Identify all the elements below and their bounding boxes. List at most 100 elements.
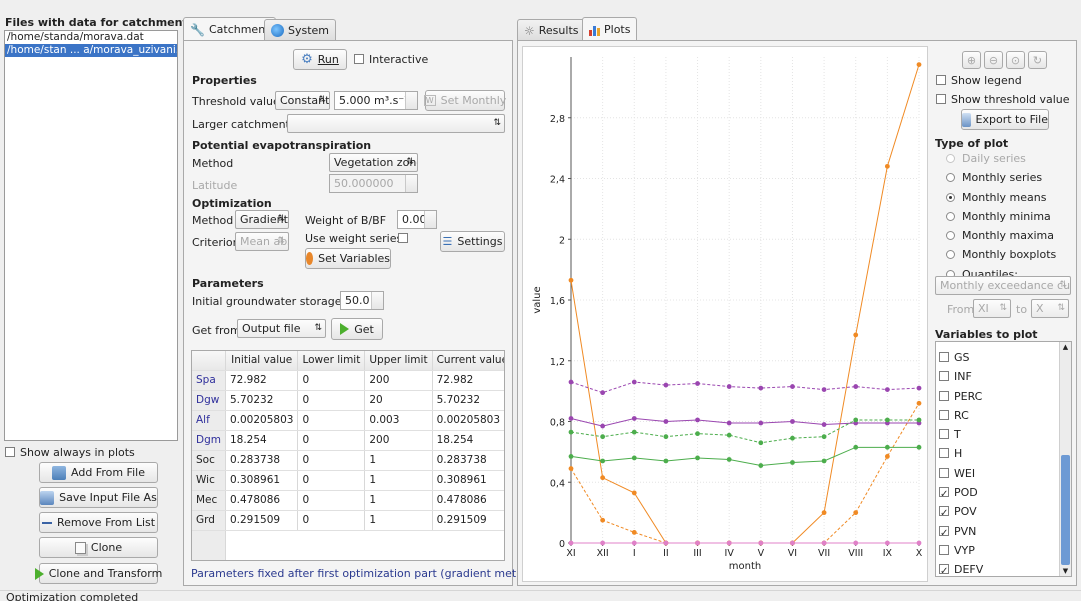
clone-and-transform-button[interactable]: Clone and Transform bbox=[34, 563, 162, 584]
show-always-checkbox[interactable]: Show always in plots bbox=[5, 446, 135, 459]
variable-checkbox[interactable]: DEFV bbox=[939, 560, 1057, 576]
col-header-lower[interactable]: Lower limit bbox=[297, 351, 366, 371]
variable-checkbox[interactable]: PERC bbox=[939, 387, 1057, 406]
cell-upper-limit[interactable]: 1 bbox=[364, 450, 433, 471]
weight-spinbox[interactable]: 0.00 bbox=[397, 210, 437, 229]
export-to-file-button[interactable]: Export to File bbox=[961, 109, 1049, 130]
cell-initial-value[interactable]: 18.254 bbox=[225, 430, 299, 451]
variables-list[interactable]: GS INF PERC RC TH WEI POD POV PVN VYP DEFV ▲ ▼ bbox=[935, 341, 1072, 577]
show-legend-checkbox[interactable]: Show legend bbox=[936, 74, 1022, 87]
cell-current-value[interactable]: 0.478086 bbox=[432, 490, 504, 511]
cell-initial-value[interactable]: 72.982 bbox=[225, 370, 299, 391]
col-header-initial[interactable]: Initial value bbox=[225, 351, 299, 371]
get-from-select[interactable]: Output file bbox=[237, 319, 326, 338]
cell-initial-value[interactable]: 0.283738 bbox=[225, 450, 299, 471]
row-header-wic[interactable]: Wic bbox=[192, 470, 226, 491]
cell-initial-value[interactable]: 5.70232 bbox=[225, 390, 299, 411]
cell-lower-limit[interactable]: 0 bbox=[297, 470, 366, 491]
plot-type-option[interactable]: Monthly boxplots bbox=[946, 248, 1056, 267]
interactive-checkbox[interactable]: Interactive bbox=[354, 53, 428, 66]
cell-current-value[interactable]: 18.254 bbox=[432, 430, 504, 451]
save-input-file-button[interactable]: Save Input File As bbox=[39, 487, 158, 508]
cell-upper-limit[interactable]: 1 bbox=[364, 470, 433, 491]
plot-type-option[interactable]: Daily series bbox=[946, 152, 1056, 171]
plot-type-option[interactable]: Monthly means bbox=[946, 191, 1056, 210]
variable-checkbox[interactable]: INF bbox=[939, 367, 1057, 386]
clone-button[interactable]: Clone bbox=[39, 537, 158, 558]
larger-catchment-select[interactable] bbox=[287, 114, 505, 133]
variable-checkbox[interactable]: RC bbox=[939, 406, 1057, 425]
quantile-select[interactable]: Monthly exceedance cu bbox=[935, 276, 1071, 295]
cell-initial-value[interactable]: 0.291509 bbox=[225, 510, 299, 531]
file-list-item[interactable]: /home/standa/morava.dat bbox=[7, 31, 144, 43]
file-list-item-selected[interactable]: /home/stan ... a/morava_uzivani.dat bbox=[5, 44, 177, 57]
pet-method-select[interactable]: Vegetation zone bbox=[329, 153, 418, 172]
row-header-dgm[interactable]: Dgm bbox=[192, 430, 226, 451]
get-button[interactable]: Get bbox=[331, 318, 383, 340]
to-month-select[interactable]: X bbox=[1031, 299, 1069, 318]
plot-type-option[interactable]: Monthly series bbox=[946, 171, 1056, 190]
cell-initial-value[interactable]: 0.478086 bbox=[225, 490, 299, 511]
cell-upper-limit[interactable]: 200 bbox=[364, 370, 433, 391]
cell-lower-limit[interactable]: 0 bbox=[297, 410, 366, 431]
variable-checkbox[interactable]: T bbox=[939, 425, 1057, 444]
row-header-spa[interactable]: Spa bbox=[192, 370, 226, 391]
row-header-grd[interactable]: Grd bbox=[192, 510, 226, 531]
plot-type-option[interactable]: Monthly minima bbox=[946, 210, 1056, 229]
opt-method-select[interactable]: Gradient bbox=[235, 210, 289, 229]
cell-current-value[interactable]: 0.291509 bbox=[432, 510, 504, 531]
gw-storage-spinbox[interactable]: 50.0 bbox=[340, 291, 384, 310]
cell-lower-limit[interactable]: 0 bbox=[297, 490, 366, 511]
cell-upper-limit[interactable]: 1 bbox=[364, 490, 433, 511]
cell-lower-limit[interactable]: 0 bbox=[297, 430, 366, 451]
add-from-file-button[interactable]: Add From File bbox=[39, 462, 158, 483]
tab-plots[interactable]: Plots bbox=[582, 17, 638, 41]
col-header-current[interactable]: Current value bbox=[432, 351, 504, 371]
cell-current-value[interactable]: 0.283738 bbox=[432, 450, 504, 471]
variable-checkbox[interactable]: PVN bbox=[939, 522, 1057, 543]
variable-checkbox[interactable]: VYP bbox=[939, 541, 1057, 560]
tab-catchment[interactable]: 🔧 Catchment bbox=[183, 17, 277, 41]
cell-lower-limit[interactable]: 0 bbox=[297, 370, 366, 391]
set-monthly-button[interactable]: W Set Monthly bbox=[423, 90, 506, 111]
cell-current-value[interactable]: 0.00205803 bbox=[432, 410, 504, 431]
threshold-value-spinbox[interactable]: 5.000 m³.s⁻¹ bbox=[334, 91, 418, 110]
row-header-soc[interactable]: Soc bbox=[192, 450, 226, 471]
show-threshold-checkbox[interactable]: Show threshold value bbox=[936, 93, 1070, 106]
scroll-down-arrow[interactable]: ▼ bbox=[1062, 567, 1069, 575]
criterion-select[interactable]: Mean abs bbox=[235, 232, 289, 251]
cell-lower-limit[interactable]: 0 bbox=[297, 450, 366, 471]
col-header-upper[interactable]: Upper limit bbox=[364, 351, 433, 371]
tab-system[interactable]: System bbox=[264, 19, 337, 41]
cell-current-value[interactable]: 5.70232 bbox=[432, 390, 504, 411]
variable-checkbox[interactable]: POD bbox=[939, 483, 1057, 504]
cell-upper-limit[interactable]: 1 bbox=[364, 510, 433, 531]
cell-initial-value[interactable]: 0.00205803 bbox=[225, 410, 299, 431]
variables-scrollbar[interactable]: ▲ ▼ bbox=[1059, 342, 1071, 576]
file-list[interactable]: /home/standa/morava.dat /home/stan ... a… bbox=[4, 30, 178, 441]
variable-checkbox[interactable]: POV bbox=[939, 502, 1057, 523]
plot-area[interactable]: 0 0,4 0,8 1,2 1,6 2 2,4 2,8 XI XII I II III IV V VI VII V… bbox=[522, 46, 928, 582]
zoom-in-button[interactable]: ⊕ bbox=[962, 51, 981, 69]
latitude-spinbox[interactable]: 50.000000 bbox=[329, 174, 418, 193]
variable-checkbox[interactable]: WEI bbox=[939, 464, 1057, 483]
cell-lower-limit[interactable]: 0 bbox=[297, 510, 366, 531]
cell-current-value[interactable]: 0.308961 bbox=[432, 470, 504, 491]
variable-checkbox[interactable]: GS bbox=[939, 348, 1057, 367]
row-header-mec[interactable]: Mec bbox=[192, 490, 226, 511]
remove-from-list-button[interactable]: Remove From List bbox=[39, 512, 158, 533]
cell-upper-limit[interactable]: 200 bbox=[364, 430, 433, 451]
cell-upper-limit[interactable]: 20 bbox=[364, 390, 433, 411]
scroll-up-arrow[interactable]: ▲ bbox=[1062, 343, 1069, 351]
row-header-dgw[interactable]: Dgw bbox=[192, 390, 226, 411]
threshold-mode-select[interactable]: Constant bbox=[275, 91, 330, 110]
zoom-reset-button[interactable]: ↻ bbox=[1028, 51, 1047, 69]
variable-checkbox[interactable]: H bbox=[939, 444, 1057, 463]
cell-initial-value[interactable]: 0.308961 bbox=[225, 470, 299, 491]
row-header-alf[interactable]: Alf bbox=[192, 410, 226, 431]
set-variables-button[interactable]: Set Variables bbox=[305, 248, 391, 269]
cell-upper-limit[interactable]: 0.003 bbox=[364, 410, 433, 431]
plot-type-option[interactable]: Monthly maxima bbox=[946, 229, 1056, 248]
use-weight-checkbox[interactable] bbox=[398, 232, 413, 245]
scroll-thumb[interactable] bbox=[1061, 455, 1070, 565]
